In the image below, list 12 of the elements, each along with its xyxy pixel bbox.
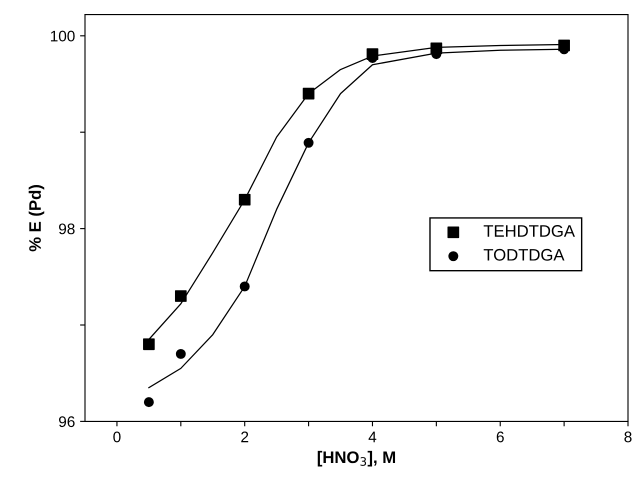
y-tick-label: 100 bbox=[50, 30, 75, 42]
legend-label: TODTDGA bbox=[484, 248, 564, 261]
x-tick-label: 4 bbox=[368, 432, 376, 442]
x-tick-label: 6 bbox=[496, 432, 504, 442]
x-tick-label: 2 bbox=[241, 432, 248, 442]
legend-label: TEHDTDGA bbox=[484, 225, 575, 237]
y-tick-label: 98 bbox=[59, 223, 75, 234]
y-tick-label: 96 bbox=[59, 416, 75, 428]
x-axis-title: [HNO$_{3}$], M bbox=[318, 450, 396, 466]
y-axis-title: % E (Pd) bbox=[28, 185, 44, 252]
x-tick-label: 8 bbox=[624, 432, 632, 442]
x-tick-label: 0 bbox=[113, 432, 121, 442]
